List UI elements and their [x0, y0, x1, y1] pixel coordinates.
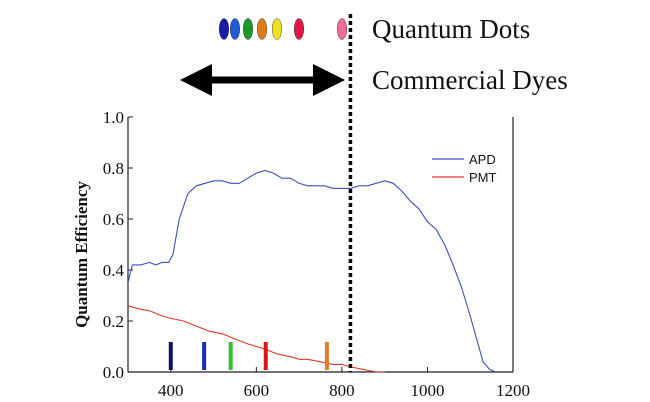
quantum-dot-markers	[218, 18, 348, 40]
series-line-pmt	[127, 305, 385, 373]
x-axis-ticks: 400 600 800 1000 1200	[158, 367, 530, 400]
data-series	[127, 169, 497, 373]
dye-marker-4	[263, 342, 268, 370]
quantum-dot-3	[242, 18, 253, 40]
dye-marker-3	[228, 342, 233, 370]
plot-axes	[127, 117, 514, 373]
quantum-dot-6	[294, 18, 305, 40]
x-tick-label: 600	[244, 381, 270, 400]
y-axis-label: Quantum Efficiency	[72, 181, 91, 328]
commercial-dyes-label: Commercial Dyes	[372, 65, 568, 95]
quantum-dot-5	[272, 18, 283, 40]
dye-marker-5	[324, 342, 329, 370]
commercial-dyes-range-arrow	[180, 64, 345, 96]
legend-label-pmt: PMT	[469, 170, 497, 185]
legend: APD PMT	[432, 152, 497, 185]
series-line-apd	[127, 169, 497, 373]
quantum-dot-4	[257, 18, 268, 40]
y-tick-label: 1.0	[103, 108, 124, 127]
x-tick-label: 800	[329, 381, 355, 400]
y-tick-label: 0.2	[103, 312, 124, 331]
dye-marker-2	[202, 342, 207, 370]
dye-emission-markers	[168, 342, 329, 370]
legend-label-apd: APD	[469, 152, 496, 167]
x-tick-label: 1000	[410, 381, 444, 400]
quantum-dot-1	[218, 18, 229, 40]
y-tick-label: 0.8	[103, 159, 124, 178]
quantum-dots-label: Quantum Dots	[372, 14, 530, 44]
y-tick-label: 0.0	[103, 363, 124, 382]
quantum-dot-2	[229, 18, 240, 40]
y-tick-label: 0.6	[103, 210, 124, 229]
quantum-dot-7	[337, 18, 348, 40]
x-tick-label: 1200	[496, 381, 530, 400]
x-tick-label: 400	[158, 381, 184, 400]
y-axis-ticks: 0.0 0.2 0.4 0.6 0.8 1.0	[103, 108, 133, 382]
y-tick-label: 0.4	[103, 261, 125, 280]
dye-marker-1	[168, 342, 173, 370]
